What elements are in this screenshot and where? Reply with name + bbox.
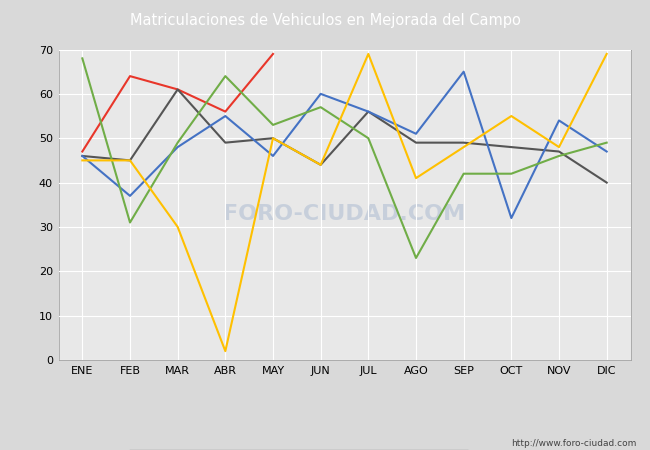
Text: FORO-CIUDAD.COM: FORO-CIUDAD.COM	[224, 204, 465, 224]
Text: Matriculaciones de Vehiculos en Mejorada del Campo: Matriculaciones de Vehiculos en Mejorada…	[129, 13, 521, 28]
Text: http://www.foro-ciudad.com: http://www.foro-ciudad.com	[512, 439, 637, 448]
